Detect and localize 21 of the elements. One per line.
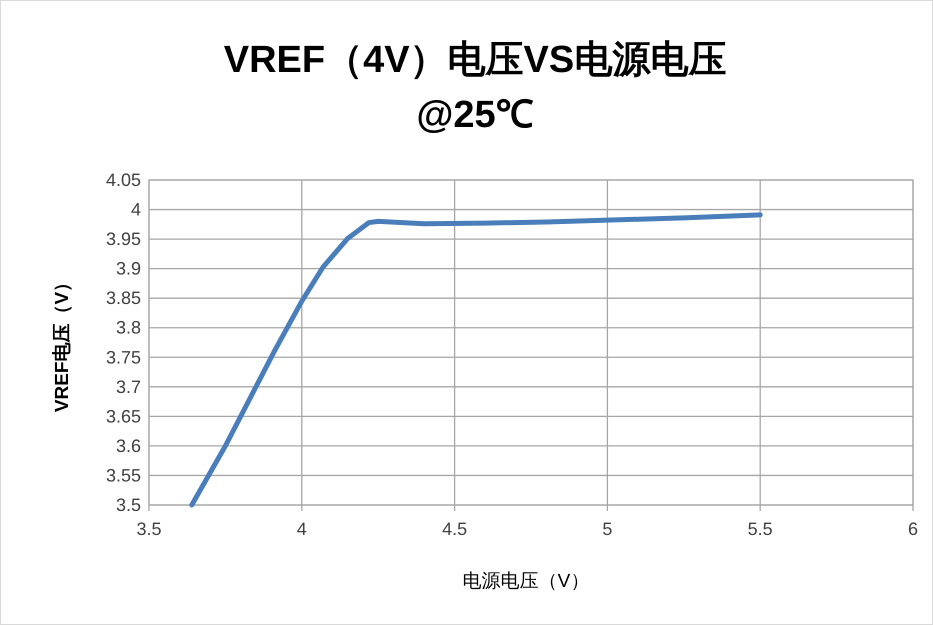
y-tick-label: 3.75	[106, 347, 141, 368]
y-tick-label: 3.85	[106, 288, 141, 308]
y-tick-label: 3.6	[116, 436, 141, 456]
y-tick-label: 3.65	[106, 406, 141, 426]
x-tick-label: 4.5	[442, 519, 468, 539]
x-tick-label: 6	[908, 519, 918, 539]
x-tick-label: 3.5	[136, 519, 162, 539]
x-tick-label: 5	[602, 519, 612, 539]
y-tick-label: 3.95	[106, 229, 141, 250]
y-tick-label: 3.5	[116, 495, 141, 515]
chart-title: VREF（4V）电压VS电源电压 @25℃	[224, 39, 726, 136]
y-tick-label: 3.7	[116, 376, 141, 397]
y-tick-label: 4	[130, 200, 141, 220]
y-tick-label: 3.9	[116, 258, 141, 279]
x-tick-label: 5.5	[748, 519, 773, 539]
x-axis-title: 电源电压（V）	[462, 571, 590, 592]
y-axis-title: VREF电压（V）	[51, 272, 73, 412]
y-tick-label: 4.05	[106, 170, 141, 190]
y-tick-label: 3.8	[116, 318, 141, 338]
x-tick-label: 4	[296, 519, 307, 539]
y-tick-label: 3.55	[106, 465, 141, 486]
